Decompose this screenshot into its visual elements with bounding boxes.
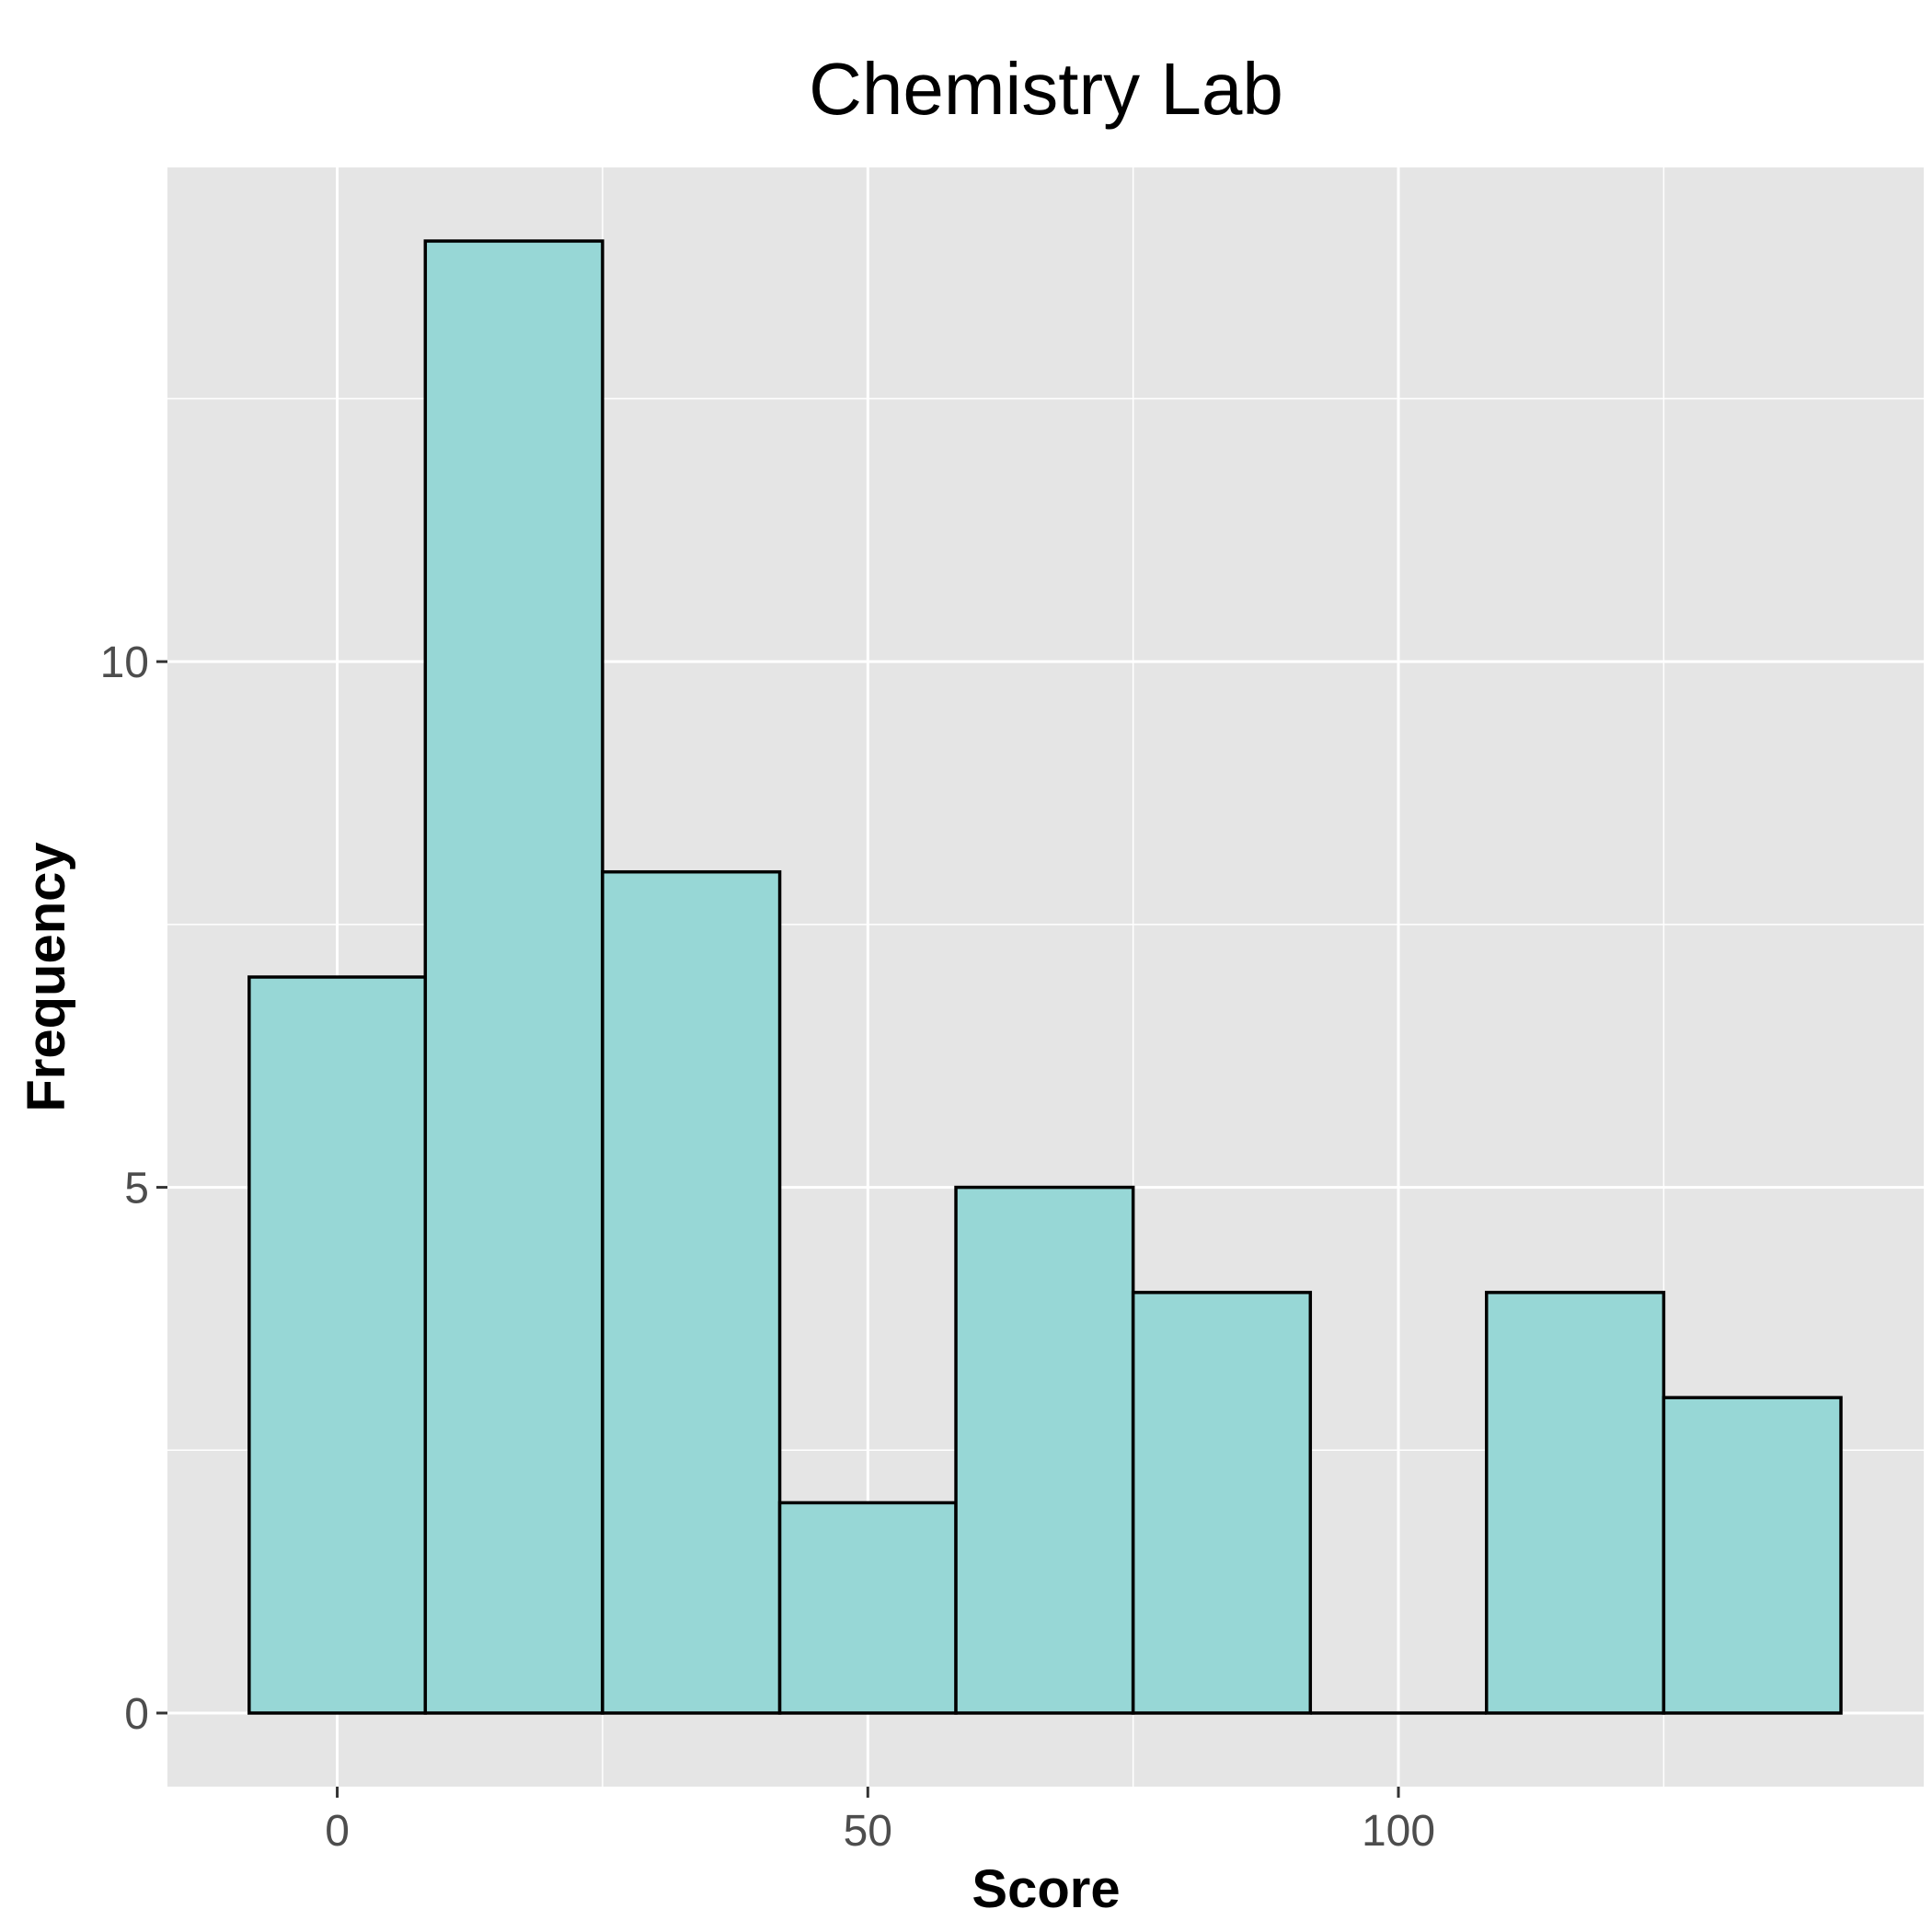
y-tick-label: 10 (100, 638, 149, 687)
histogram-bar (1662, 1396, 1843, 1715)
x-axis-title: Score (972, 1859, 1120, 1919)
x-tick-label: 100 (1362, 1807, 1435, 1856)
histogram-bar (777, 1501, 958, 1715)
histogram-bar (1131, 1291, 1313, 1715)
histogram-bar (954, 1185, 1135, 1715)
chart-title: Chemistry Lab (809, 48, 1283, 130)
x-tick-label: 0 (325, 1807, 350, 1856)
y-tick-label: 0 (124, 1690, 149, 1739)
histogram-bar (423, 239, 604, 1715)
histogram-bar (1485, 1291, 1666, 1715)
axes: 0 50 100 0 5 10 (100, 638, 1435, 1856)
histogram-bar (247, 975, 428, 1715)
x-tick-label: 50 (844, 1807, 892, 1856)
histogram-bar (601, 869, 782, 1715)
histogram-bars (247, 239, 1843, 1715)
y-tick-label: 5 (124, 1165, 149, 1213)
y-axis-title: Frequency (17, 842, 76, 1111)
